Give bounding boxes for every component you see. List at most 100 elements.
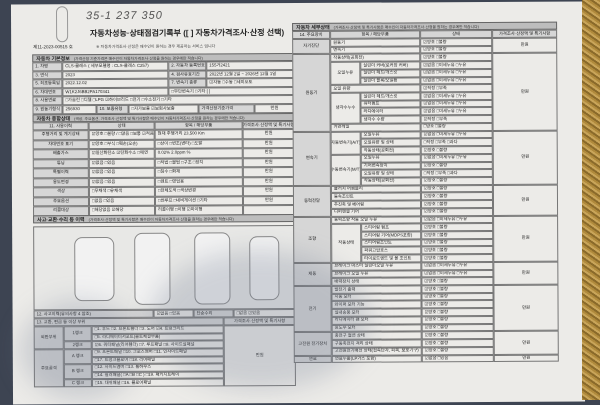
row-price: 만원 — [242, 195, 296, 206]
group-price: 만원 — [493, 330, 559, 355]
row-item: □전체도색 □색상변경 — [154, 186, 243, 197]
car-bottom-drawing — [194, 232, 231, 305]
rank-parts-checkboxes: □15. 대쉬패널 □16. 플로어패널 — [91, 378, 224, 388]
field-label: 1. 차명 — [32, 62, 63, 71]
part-group-label: 외판부위 — [33, 326, 64, 350]
document-title: 자동차성능·상태점검기록부 ([ ] 자동차가격조사·산정 선택) — [90, 28, 285, 39]
row-state: ☑일산화탄소 ☑탄화수소 □매연 — [88, 148, 155, 159]
row-state: ☑없음 □있음 — [88, 167, 155, 178]
device-group-label: 원동기 — [292, 54, 331, 132]
row-label: 주요옵션 — [32, 196, 90, 207]
car-top-drawing — [134, 232, 171, 305]
device-group-label: 고전원 전기장치 — [293, 332, 332, 356]
price-base-value: 만원 — [254, 104, 295, 113]
row-item: □상이 □변조(변타) □도말 — [154, 138, 243, 149]
row-state: ☑없음 □있음 — [88, 158, 155, 169]
row-label: 배출가스 — [32, 149, 89, 159]
field-label: 10. 보증유형 — [96, 104, 129, 114]
row-state: □없음 □있음 — [88, 196, 156, 207]
group-price: 만원 — [493, 261, 559, 286]
field-label: 가격산정기준가격 — [198, 104, 255, 114]
field-label: 6. 차대번호 — [32, 88, 63, 97]
row-label: 색상 — [32, 187, 89, 197]
rank-label: 2랭크 — [63, 341, 92, 350]
group-price: 만원 — [493, 284, 559, 332]
row-item: 현재 주행거리 23,500 Km — [154, 129, 243, 140]
field-label: 단순수리 — [193, 309, 234, 318]
section-title: 사고·교환·수리 등 이력 — [37, 217, 85, 224]
device-group-label: 조향 — [293, 216, 332, 263]
parts-price: 만원 — [223, 325, 296, 387]
row-label: 용도변경 — [32, 177, 89, 188]
detail-status-table: 14. 주요장치 항목 / 해당부품 상태 가격조사·산정액 및 특기사항 원동기 ☑양호… — [11, 2, 583, 364]
device-group-label: 동력전달 — [292, 185, 332, 217]
group-price: 만원 — [493, 215, 559, 262]
basic-info-table: 1. 차명 CLS-클래스 ( 세부모델명 : CLS-클래스 C257) 2. 자… — [11, 2, 583, 114]
part-state-checkboxes: ☑없음 □있음 — [421, 354, 494, 363]
accident-history-header: 사고·교환·수리 등 이력 (가격조사·산정액 및 특기사항은 매수인이 자동차가… — [33, 214, 296, 224]
row-item: □썬루프 □네비게이션 □기타 — [154, 195, 244, 206]
row-price: 만원 — [242, 157, 295, 168]
row-label: 특별이력 — [32, 168, 89, 178]
car-side-left-drawing — [74, 236, 115, 302]
document-note: ※ 자동차가격조사·산정은 매수인이 원하는 경우 제공하는 서비스 입니다 — [96, 43, 216, 50]
group-price: 만원 — [492, 184, 559, 216]
row-price: 만원 — [242, 167, 295, 177]
row-label: 차대번호 표기 — [32, 139, 89, 150]
part-item: 연료누출(LP가스 포함) — [331, 354, 422, 364]
row-label: 주행거리 및 계기상태 — [32, 130, 89, 140]
row-item: 0.02% 2.0ppm % — [154, 148, 243, 159]
handwritten-note: 35-1 237 350 — [85, 9, 163, 23]
group-price: 만원 — [492, 53, 558, 131]
part-group-label: 주요골격 — [33, 349, 64, 388]
row-state: ☑없음 □있음 — [88, 177, 155, 188]
engine-type: 256930 — [62, 105, 97, 114]
row-item: □렌트 □영업용 — [154, 176, 243, 187]
column-header: 14. 주요장치 — [292, 30, 331, 40]
device-group-label: 자기진단 — [292, 38, 331, 55]
group-price: 만원 — [493, 354, 559, 363]
field-label: 2. 자동차 등록번호 — [168, 61, 207, 71]
general-status-table: 11. 사용이력 상태 항목 / 해당부품 가격조사·산정액 및 특기사항 주행거리 및… — [11, 2, 583, 216]
row-state: ☑양호 □부식 □훼손(오손) — [88, 139, 155, 150]
section-note: (가격조사·산정액 및 특기사항은 매수인이 자동차가격조사·산정을 원하는 경… — [333, 25, 479, 30]
group-price: 만원 — [492, 37, 558, 54]
row-price: 만원 — [242, 129, 295, 139]
car-side-right-drawing — [249, 236, 280, 301]
rank-label: 1랭크 — [63, 326, 92, 342]
row-price: 만원 — [242, 148, 295, 158]
device-group-label: 제동 — [293, 262, 332, 287]
device-group-label: 변속기 — [292, 131, 331, 186]
row-label: 튜닝 — [32, 158, 89, 169]
row-item: □적법 □불법 □구조 □장치 — [154, 157, 243, 168]
document-number: 제11-2023-00515 호 — [33, 44, 73, 50]
field-label: 5. 최초등록일 — [32, 79, 63, 89]
column-header: 가격조사·산정액 및 특기사항 — [242, 121, 295, 130]
field-label: 7. 변속기 종류 — [168, 78, 207, 88]
subgroup-label: 오일누유 — [330, 61, 361, 86]
paper-clip — [55, 6, 69, 43]
row-price: 만원 — [242, 138, 295, 149]
rank-label: A 랭크 — [63, 349, 92, 365]
field-label: 3. 연식 — [32, 70, 63, 80]
subgroup-label: 수동변속기(M/T) — [330, 154, 361, 186]
row-price: 만원 — [242, 176, 295, 187]
row-state: □무채색 □유채색 — [88, 186, 155, 197]
accident-table: 12. 사고이력(유의사항 4 참조) ☑없음 □있음 단순수리 □없음 ☑있음 13.… — [11, 2, 583, 388]
subgroup-label: 자동변속기(A/T) — [330, 131, 361, 155]
subgroup-label: 냉각수누수 — [330, 92, 361, 124]
rank-label: B 랭크 — [63, 364, 92, 380]
warranty-checkboxes: □자가보증 ☑보험사보증 — [128, 104, 199, 114]
section-note: (가격조사·산정액 및 특기사항은 매수인이 자동차가격조사·산정을 원하는 경… — [88, 217, 234, 223]
accident-history-checkboxes: ☑없음 □있음 — [153, 309, 194, 318]
field-label: 4. 검사유효기간 — [168, 70, 207, 79]
vehicle-diagram — [33, 225, 296, 311]
group-price: 만원 — [492, 130, 558, 185]
device-group-label: 연료 — [293, 355, 332, 364]
row-item: □침수 □화재 — [154, 167, 243, 178]
background-surface — [582, 0, 600, 400]
inspection-document: 35-1 237 350 자동차성능·상태점검기록부 ([ ] 자동차가격조사·… — [10, 1, 586, 405]
field-label: 8. 사용연료 — [32, 96, 63, 106]
field-label: 9. 원동기형식 — [32, 105, 63, 114]
row-state: ☑양호 □불량 / □많음 □보통 ☑적음 — [88, 129, 155, 140]
